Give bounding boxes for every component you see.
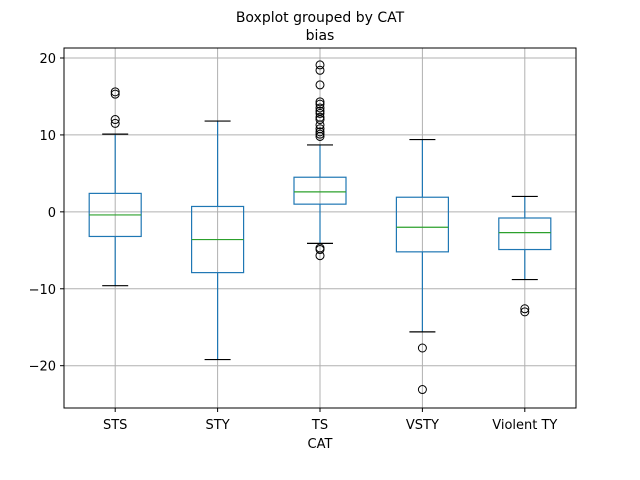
outlier-point [520, 304, 530, 314]
outlier-point [110, 118, 120, 128]
iqr-box [395, 196, 449, 253]
outlier-point [315, 115, 325, 125]
outlier-point [315, 80, 325, 90]
iqr-box [293, 176, 347, 205]
y-axis-ticks: 20 10 0 −10 −20 [29, 52, 64, 375]
outlier-point [110, 115, 120, 125]
outlier-point [315, 120, 325, 130]
box-group-sts [88, 87, 142, 287]
axes-frame [63, 47, 577, 409]
outlier-point [315, 97, 325, 107]
chart-subtitle: bias [306, 28, 335, 44]
y-tick-label: −20 [29, 360, 56, 375]
y-tick-label: 20 [39, 52, 56, 67]
x-tick-label: STY [206, 418, 230, 433]
outlier-point [520, 307, 530, 317]
x-tick-label: STS [103, 418, 127, 433]
outlier-point [315, 127, 325, 137]
outlier-point [315, 245, 325, 255]
outlier-point [315, 65, 325, 75]
x-tick-label: VSTY [406, 418, 439, 433]
outlier-point [315, 251, 325, 261]
chart-title: Boxplot grouped by CAT [236, 10, 405, 26]
box-group-violent-ty [498, 195, 552, 317]
x-tick-label: TS [311, 418, 328, 433]
outlier-point [315, 103, 325, 113]
x-tick-label: Violent TY [492, 418, 557, 433]
outlier-point [315, 131, 325, 141]
box-group-ts [293, 60, 347, 261]
iqr-box [498, 217, 552, 251]
box-group-sty [191, 120, 245, 361]
x-axis-ticks: STS STY TS VSTY Violent TY [103, 408, 557, 433]
y-tick-label: 10 [39, 129, 56, 144]
outlier-point [417, 385, 427, 395]
outlier-point [315, 60, 325, 70]
outlier-point [315, 129, 325, 139]
x-axis-label: CAT [308, 437, 333, 452]
y-tick-label: 0 [48, 206, 56, 221]
y-tick-label: −10 [29, 283, 56, 298]
outlier-point [417, 343, 427, 353]
boxes-layer [88, 60, 552, 395]
box-group-vsty [395, 138, 449, 395]
outlier-point [315, 108, 325, 118]
outlier-point [315, 99, 325, 109]
outlier-point [110, 89, 120, 99]
outlier-point [110, 87, 120, 97]
